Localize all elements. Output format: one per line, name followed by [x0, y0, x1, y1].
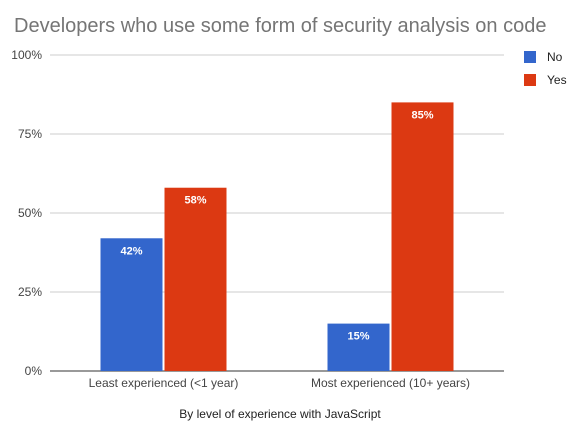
legend-label-yes: Yes — [547, 73, 567, 87]
y-tick-label: 75% — [18, 127, 42, 141]
y-tick-label: 25% — [18, 285, 42, 299]
bar-value-label: 15% — [347, 331, 369, 343]
legend-swatch-no — [524, 51, 536, 63]
y-axis-ticks: 0% 25% 50% 75% 100% — [11, 48, 42, 378]
bar-value-label: 42% — [120, 245, 142, 257]
x-category-label: Least experienced (<1 year) — [89, 376, 239, 390]
legend: No Yes — [524, 50, 567, 87]
bar-yes-1 — [392, 102, 454, 371]
bar-value-label: 58% — [184, 195, 206, 207]
chart-title: Developers who use some form of security… — [14, 15, 546, 37]
bar-value-label: 85% — [411, 109, 433, 121]
y-tick-label: 100% — [11, 48, 42, 62]
legend-swatch-yes — [524, 74, 536, 86]
bar-no-0 — [101, 238, 163, 371]
bar-yes-0 — [165, 188, 227, 371]
y-tick-label: 50% — [18, 206, 42, 220]
x-category-label: Most experienced (10+ years) — [311, 376, 470, 390]
y-tick-label: 0% — [25, 364, 43, 378]
bars — [101, 102, 454, 371]
x-axis-label: By level of experience with JavaScript — [179, 407, 381, 421]
x-axis-categories: Least experienced (<1 year) Most experien… — [89, 376, 470, 390]
legend-label-no: No — [547, 50, 563, 64]
